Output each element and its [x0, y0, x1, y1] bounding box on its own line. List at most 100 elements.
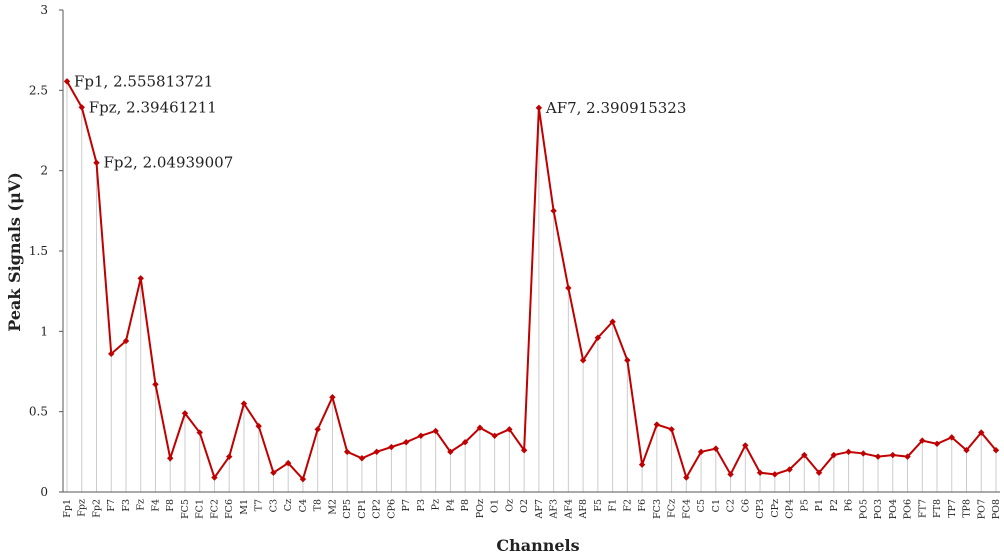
x-tick-label: F4 — [150, 499, 161, 512]
data-point — [284, 459, 292, 467]
data-point — [712, 445, 720, 452]
x-tick-label: F5 — [593, 499, 604, 512]
data-point — [329, 394, 336, 401]
data-point — [919, 437, 926, 444]
x-tick-label: FC5 — [180, 499, 191, 519]
data-point — [860, 450, 867, 457]
data-point — [491, 432, 498, 439]
data-point — [756, 469, 764, 476]
data-point — [402, 438, 410, 446]
x-tick-label: FC2 — [209, 499, 220, 519]
data-point — [889, 451, 896, 459]
data-point — [388, 443, 395, 451]
data-point — [933, 440, 941, 447]
data-point — [255, 422, 262, 430]
x-tick-label: P8 — [460, 499, 471, 511]
data-point — [358, 455, 366, 462]
x-tick-label: FC1 — [195, 499, 206, 519]
x-tick-label: PO8 — [991, 499, 1002, 519]
x-tick-label: AF7 — [534, 499, 545, 520]
data-point — [550, 207, 557, 215]
data-point — [992, 447, 1000, 454]
data-point — [771, 471, 779, 478]
data-point — [904, 453, 911, 460]
x-tick-label: C3 — [268, 499, 279, 512]
x-axis: Fp1 Fpz Fp2 F7 F3 Fz F4 F8 FC5 FC1 FC2 FC6 M1 T7 C3 Cz C… — [62, 491, 1002, 520]
x-tick-label: PO6 — [903, 499, 914, 519]
x-tick-label: C1 — [711, 499, 722, 512]
x-tick-label: F3 — [121, 499, 132, 512]
data-annotations: Fp1, 2.555813721 Fpz, 2.39461211 Fp2, 2.04… — [74, 72, 686, 171]
x-tick-label: P5 — [799, 499, 810, 511]
x-tick-label: PO4 — [888, 499, 899, 519]
data-point — [683, 474, 690, 481]
data-point — [830, 451, 837, 459]
x-tick-label: T8 — [313, 499, 324, 511]
x-axis-title: Channels — [496, 536, 579, 555]
data-point — [638, 461, 646, 468]
data-point — [343, 448, 351, 456]
x-tick-label: P6 — [844, 499, 855, 511]
x-tick-label: CPz — [770, 499, 781, 518]
x-tick-label: TP7 — [947, 499, 958, 518]
data-point — [152, 381, 159, 388]
x-tick-label: P4 — [445, 499, 456, 511]
y-tick-label: 3 — [40, 3, 48, 17]
x-tick-label: T7 — [254, 499, 265, 511]
x-tick-label: FC4 — [681, 499, 692, 519]
x-tick-label: Fp2 — [91, 499, 102, 518]
data-point — [594, 334, 602, 341]
x-tick-label: C6 — [740, 499, 751, 512]
series-line — [66, 80, 997, 482]
data-point — [432, 427, 439, 435]
x-tick-label: F8 — [165, 499, 176, 512]
x-tick-label: Pz — [431, 499, 442, 510]
x-tick-label: O1 — [490, 499, 501, 513]
data-point — [373, 448, 380, 456]
data-point — [742, 442, 749, 449]
data-label: Fp2, 2.04939007 — [103, 154, 233, 172]
y-tick-label: 0.5 — [29, 405, 48, 419]
x-tick-label: C5 — [696, 499, 707, 512]
data-point — [167, 455, 174, 462]
x-tick-label: FT7 — [917, 499, 928, 518]
data-point — [476, 424, 484, 431]
data-point — [108, 350, 115, 358]
x-tick-label: M2 — [327, 499, 338, 515]
data-point — [653, 421, 661, 428]
x-tick-label: Fpz — [77, 499, 88, 517]
data-point — [226, 453, 233, 460]
data-point — [565, 284, 572, 292]
data-point — [624, 357, 631, 364]
x-tick-label: F1 — [608, 499, 619, 512]
x-tick-label: FC3 — [652, 499, 663, 519]
data-point — [535, 104, 543, 112]
x-tick-label: P1 — [814, 499, 825, 511]
y-tick-label: 2 — [40, 164, 48, 178]
x-tick-label: AF3 — [549, 499, 560, 520]
x-tick-label: F7 — [106, 499, 117, 512]
y-axis: 0 0.5 1 1.5 2 2.5 3 — [29, 3, 64, 499]
x-tick-label: FT8 — [932, 499, 943, 518]
x-tick-label: CP6 — [386, 499, 397, 519]
data-point — [196, 429, 203, 436]
x-tick-label: P3 — [416, 499, 427, 511]
x-tick-label: Cz — [283, 499, 294, 511]
data-point — [727, 471, 734, 478]
x-tick-label: PO7 — [976, 499, 987, 519]
y-tick-label: 2.5 — [29, 83, 48, 97]
data-point — [506, 426, 513, 433]
x-tick-label: O2 — [519, 499, 530, 513]
data-point — [447, 448, 454, 456]
x-tick-label: CP4 — [785, 499, 796, 519]
data-point — [93, 159, 100, 166]
data-point — [786, 466, 793, 473]
data-point — [63, 78, 71, 85]
data-point — [845, 448, 852, 456]
x-tick-label: F2 — [622, 499, 633, 512]
data-point — [122, 337, 130, 345]
data-point — [78, 104, 85, 111]
data-point — [815, 469, 823, 476]
x-tick-label: CP3 — [755, 499, 766, 519]
x-tick-label: AF4 — [563, 499, 574, 520]
